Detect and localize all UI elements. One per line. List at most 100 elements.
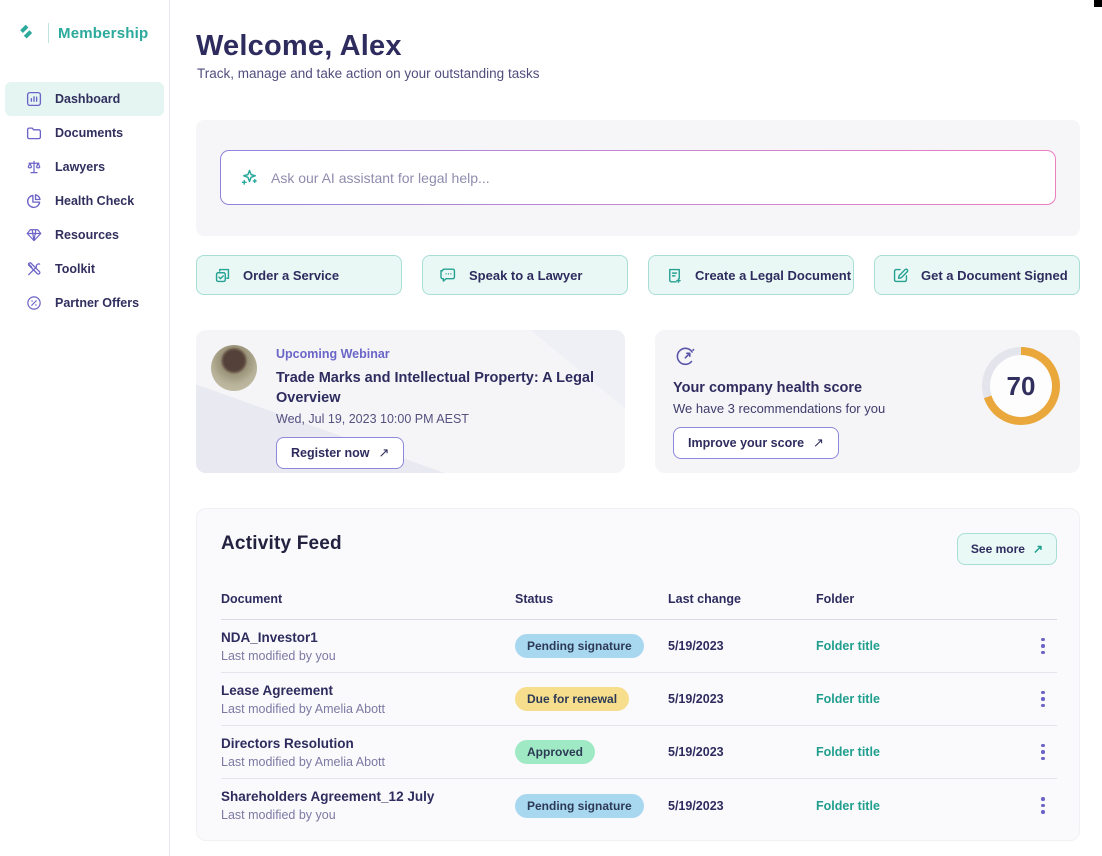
sidebar-item-label: Dashboard [55,92,121,106]
table-row: Lease Agreement Last modified by Amelia … [221,673,1057,726]
gauge-icon [673,344,973,368]
folder-link[interactable]: Folder title [816,745,880,759]
improve-score-button[interactable]: Improve your score ↗ [673,427,839,459]
pie-chart-icon [25,192,43,210]
scales-icon [25,158,43,176]
page-title: Welcome, Alex [196,30,402,62]
folder-link[interactable]: Folder title [816,798,880,813]
sidebar-item-documents[interactable]: Documents [5,116,164,150]
register-now-label: Register now [291,445,370,460]
sidebar-item-resources[interactable]: Resources [5,218,164,252]
sidebar-item-partner-offers[interactable]: Partner Offers [5,286,164,320]
webinar-card: Upcoming Webinar Trade Marks and Intelle… [196,330,625,473]
sidebar-item-label: Lawyers [55,160,106,174]
create-legal-document-button[interactable]: Create a Legal Document [648,255,854,295]
document-title: Lease Agreement [221,682,334,698]
ai-assistant-input[interactable] [271,169,1037,186]
column-header-document: Document [221,592,283,606]
column-header-last-change: Last change [668,592,741,606]
chat-bubble-icon [439,266,458,285]
improve-score-label: Improve your score [688,436,805,450]
sidebar-item-label: Documents [55,126,124,140]
sidebar-item-lawyers[interactable]: Lawyers [5,150,164,184]
sidebar-item-toolkit[interactable]: Toolkit [5,252,164,286]
row-menu-button[interactable] [1029,740,1057,765]
document-title: Shareholders Agreement_12 July [221,789,435,804]
document-modified-by: Last modified by you [221,648,336,663]
last-change-date: 5/19/2023 [668,798,724,813]
table-header-row: Document Status Last change Folder [221,592,1057,620]
gem-icon [25,226,43,244]
sidebar-item-health-check[interactable]: Health Check [5,184,164,218]
status-badge: Pending signature [515,793,644,818]
status-badge: Due for renewal [515,687,630,711]
row-menu-button[interactable] [1029,634,1057,659]
health-score-card: Your company health score We have 3 reco… [655,330,1080,473]
bar-chart-icon [25,90,43,108]
sidebar-item-label: Partner Offers [55,296,140,310]
webinar-presenter-avatar [211,345,257,391]
activity-feed: Activity Feed See more ↗ Document Status… [196,508,1080,841]
sidebar-item-dashboard[interactable]: Dashboard [5,82,164,116]
quick-action-label: Order a Service [243,267,340,283]
pen-square-icon [891,266,910,285]
folder-link[interactable]: Folder title [816,692,880,706]
folder-icon [25,124,43,142]
order-service-button[interactable]: Order a Service [196,255,402,295]
quick-action-label: Speak to a Lawyer [469,267,583,283]
webinar-title: Trade Marks and Intellectual Property: A… [276,370,595,407]
logo-divider [48,23,49,43]
copy-check-icon [213,266,232,285]
brand-name: Membership [58,24,149,42]
ai-assistant-panel [196,120,1080,236]
main-content: Welcome, Alex Track, manage and take act… [170,0,1102,856]
document-modified-by: Last modified by Amelia Abott [221,701,385,716]
see-more-button[interactable]: See more ↗ [956,533,1057,565]
quick-action-label: Create a Legal Document [695,267,852,283]
health-score-ring: 70 [982,347,1060,425]
last-change-date: 5/19/2023 [668,639,724,653]
percent-circle-icon [25,294,43,312]
see-more-label: See more [970,542,1025,556]
document-modified-by: Last modified by Amelia Abott [221,754,385,769]
activity-table: Document Status Last change Folder NDA_I… [221,592,1057,832]
health-score-title: Your company health score [673,380,863,396]
ai-assistant-input-wrap[interactable] [220,150,1056,205]
membership-logo-icon [16,22,39,44]
tools-icon [25,260,43,278]
activity-feed-title: Activity Feed [221,533,342,554]
column-header-status: Status [515,592,554,606]
row-menu-button[interactable] [1029,793,1057,818]
table-row: NDA_Investor1 Last modified by you Pendi… [221,620,1057,673]
brand-logo[interactable]: Membership [16,22,169,44]
arrow-up-right-icon: ↗ [378,444,390,460]
last-change-date: 5/19/2023 [668,745,724,759]
document-title: Directors Resolution [221,735,354,751]
document-plus-icon [665,266,684,285]
register-now-button[interactable]: Register now ↗ [276,436,405,469]
page-subtitle: Track, manage and take action on your ou… [197,66,540,81]
sidebar-nav: Dashboard Documents Lawyers [0,82,169,320]
speak-to-lawyer-button[interactable]: Speak to a Lawyer [422,255,628,295]
sparkles-icon [239,167,260,188]
sidebar: Membership Dashboard Documents [0,0,170,856]
arrow-up-right-icon: ↗ [813,435,824,450]
health-score-value: 70 [1006,370,1036,401]
sidebar-item-label: Health Check [55,194,135,208]
webinar-datetime: Wed, Jul 19, 2023 10:00 PM AEST [276,411,469,426]
info-cards-row: Upcoming Webinar Trade Marks and Intelle… [196,330,1080,473]
document-modified-by: Last modified by you [221,808,336,822]
quick-action-label: Get a Document Signed [921,267,1068,283]
folder-link[interactable]: Folder title [816,639,880,653]
document-title: NDA_Investor1 [221,629,318,645]
column-header-folder: Folder [816,592,855,606]
table-row: Shareholders Agreement_12 July Last modi… [221,779,1057,832]
row-menu-button[interactable] [1029,687,1057,712]
health-score-subtitle: We have 3 recommendations for you [673,401,886,416]
webinar-label: Upcoming Webinar [276,347,390,361]
sidebar-item-label: Toolkit [55,262,96,276]
sidebar-item-label: Resources [55,228,119,242]
get-document-signed-button[interactable]: Get a Document Signed [874,255,1080,295]
table-row: Directors Resolution Last modified by Am… [221,726,1057,779]
screenshot-artifact [1094,0,1102,7]
